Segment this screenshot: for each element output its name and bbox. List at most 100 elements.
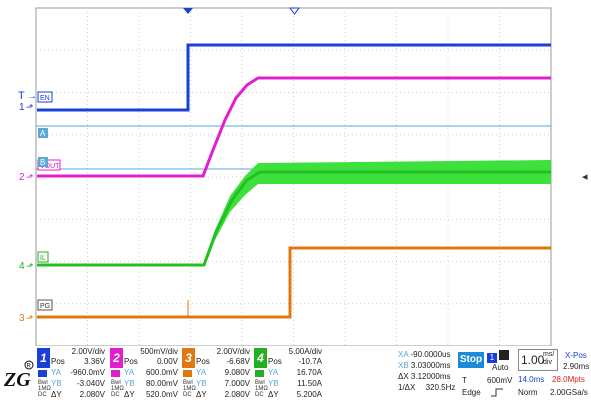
xpos-value[interactable]: 2.90ms [563,362,590,371]
trigger-position-marker[interactable] [183,8,193,14]
coupling-icon [38,370,47,377]
pos-label: Pos [196,357,210,366]
ch2-marker-label[interactable]: 2 [19,172,25,183]
svg-text:VOUT: VOUT [40,163,60,170]
ya-label: YA [268,368,279,377]
coupling-mini-b: 1MΩ [111,386,124,392]
coupling-icon [255,370,264,377]
yb-value: 80.00mV [145,379,178,388]
coupling-mini-b: 1MΩ [255,386,268,392]
coupling-icon [183,370,192,377]
brand-logo: ZG R [2,358,34,392]
svg-text:ZG: ZG [3,369,31,391]
ya-label: YA [124,368,135,377]
channel-2-info[interactable]: 2 500mV/div Pos 0.00V YA 600.0mV YB 80.00mV ΔY 52… [110,346,180,400]
trigger-mode[interactable]: Auto [492,363,509,372]
channel-scale[interactable]: 2.00V/div [71,347,105,356]
acquisition-mode[interactable]: Norm [518,388,538,397]
channel-scale[interactable]: 5.00A/div [288,347,322,356]
dy-label: ΔY [196,390,207,399]
ch4-marker-label[interactable]: 4 [19,261,25,272]
ya-value: 600.0mV [145,368,178,377]
trigger-edge-label[interactable]: Edge [462,388,481,397]
channel-3-badge[interactable]: 3 [182,348,195,368]
ch3-marker-label[interactable]: 3 [19,313,25,324]
pos-value[interactable]: 0.00V [157,357,178,366]
yb-value: 11.50A [297,379,322,388]
tag-en: EN [37,91,53,103]
trigger-source-badge[interactable]: 1 [487,350,511,363]
svg-text:A: A [40,129,46,138]
pos-label: Pos [51,357,65,366]
yb-value: 7.000V [224,379,250,388]
channel-4-info[interactable]: 4 5.00A/div Pos -10.7A YA 16.70A YB 11.50A ΔY 5.2… [254,346,324,400]
coupling-mini-c: DC [183,392,192,398]
coupling-mini-a: Bwl [111,380,121,386]
cursor-x-marker[interactable] [289,7,300,15]
dy-value: 2.080V [79,390,105,399]
ch3-marker-arrow: ⬏ [26,313,34,323]
xpos-label: X-Pos [565,351,587,360]
svg-text:PG: PG [40,303,50,310]
ch4-marker-arrow: ⬏ [26,261,34,271]
coupling-icon [111,370,120,377]
yb-label: YB [196,379,207,388]
channel-scale[interactable]: 2.00V/div [216,347,250,356]
pos-label: Pos [124,357,138,366]
coupling-mini-a: Bwl [255,380,265,386]
coupling-mini-a: Bwl [38,380,48,386]
channel-scale[interactable]: 500mV/div [140,347,178,356]
channel-1-badge[interactable]: 1 [37,348,50,368]
ch1-waveform [37,43,551,112]
pos-value[interactable]: 3.36V [84,357,105,366]
svg-text:B: B [40,158,45,167]
trigger-coupling-icon [499,350,510,360]
dy-label: ΔY [268,390,279,399]
svg-text:EN: EN [40,95,50,102]
ya-label: YA [51,368,62,377]
dy-label: ΔY [51,390,62,399]
cursor-a-tag[interactable]: A [38,128,48,138]
trigger-level[interactable]: 600mV [487,376,513,385]
channel-3-info[interactable]: 3 2.00V/div Pos -6.68V YA 9.080V YB 7.000V ΔY 2.0… [182,346,252,400]
coupling-mini-c: DC [38,392,47,398]
sample-rate: 2.00GSa/s [550,388,588,397]
svg-text:IL: IL [40,255,46,262]
channel-1-info[interactable]: 1 2.00V/div Pos 3.36V YA -960.0mV YB -3.040V ΔY 2… [37,346,107,400]
coupling-mini-c: DC [111,392,120,398]
dy-value: 2.080V [224,390,250,399]
svg-text:R: R [27,364,32,370]
ch1-marker-label[interactable]: 1 [19,102,25,113]
yb-value: -3.040V [76,379,105,388]
cursor-b-tag[interactable]: B [38,157,48,167]
ch3-waveform [37,246,551,319]
status-bar: ZG R 1 2.00V/div Pos 3.36V YA -960.0mV YB -3.04… [0,346,591,400]
pos-label: Pos [268,357,282,366]
pos-value[interactable]: -6.68V [226,357,250,366]
trigger-level-arrow[interactable]: → [27,91,37,102]
cursor-readout[interactable]: XA -90.0000us XB 3.03000ms ΔX 3.12000ms … [398,350,456,392]
ch1-marker-arrow: ⬏ [26,102,34,112]
tag-il: IL [37,251,49,263]
memory-depth: 28.0Mpts [552,375,585,384]
expand-panel-arrow[interactable]: ◂ [582,171,588,183]
ya-value: 9.080V [224,368,250,377]
yb-label: YB [124,379,135,388]
pos-value[interactable]: -10.7A [298,357,322,366]
coupling-mini-b: 1MΩ [38,386,51,392]
tag-pg: PG [37,299,53,311]
ya-label: YA [196,368,207,377]
channel-4-badge[interactable]: 4 [254,348,267,368]
ch2-waveform [37,76,551,178]
timebase-scale[interactable]: 1.00 ms/ div [518,349,558,371]
dy-value: 520.0mV [145,390,178,399]
ch4-waveform [37,160,551,267]
yb-label: YB [51,379,62,388]
run-stop-button[interactable]: Stop [458,352,484,368]
ya-value: -960.0mV [70,368,105,377]
coupling-mini-c: DC [255,392,264,398]
channel-2-badge[interactable]: 2 [110,348,123,368]
trigger-type-label: T [462,376,467,385]
yb-label: YB [268,379,279,388]
